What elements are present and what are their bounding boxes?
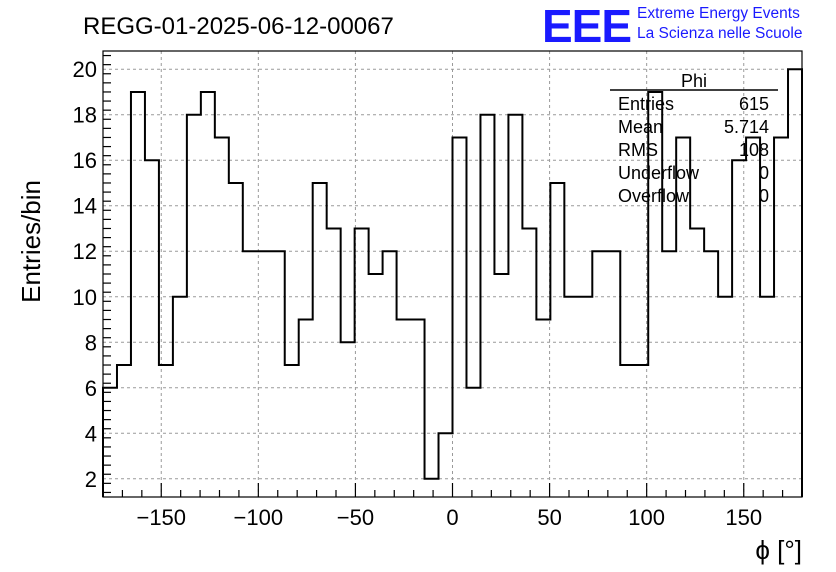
stats-row-label: Mean	[618, 117, 663, 137]
y-tick-label: 18	[73, 103, 97, 128]
stats-row-label: RMS	[618, 140, 658, 160]
axis-tick-labels: −150 −100 −50 0 50 100 150 2 4 6 8 10 12 14 16 18 20	[73, 57, 763, 530]
stats-row-label: Overflow	[618, 186, 690, 206]
histogram-series-line	[102, 68, 803, 497]
eee-logo: EEE	[542, 0, 631, 52]
stats-row-label: Underflow	[618, 163, 700, 183]
axis-ticks	[102, 54, 803, 497]
y-tick-label: 16	[73, 148, 97, 173]
y-tick-label: 8	[85, 330, 97, 355]
y-tick-label: 12	[73, 239, 97, 264]
stats-row-value: 0	[759, 163, 769, 183]
stats-box: Phi Entries 615 Mean 5.714 RMS 108 Underflow 0 O…	[610, 71, 778, 206]
x-tick-label: 100	[628, 505, 665, 530]
chart-title: REGG-01-2025-06-12-00067	[83, 13, 394, 40]
stats-row-value: 615	[739, 94, 769, 114]
x-tick-label: 150	[725, 505, 762, 530]
x-tick-label: 0	[446, 505, 458, 530]
y-tick-label: 4	[85, 421, 97, 446]
stats-row-label: Entries	[618, 94, 674, 114]
y-tick-label: 20	[73, 57, 97, 82]
y-tick-label: 10	[73, 285, 97, 310]
x-tick-label: −50	[337, 505, 374, 530]
y-tick-label: 6	[85, 376, 97, 401]
x-axis-title: ϕ [°]	[755, 535, 802, 565]
y-tick-label: 14	[73, 194, 97, 219]
brand-line-2: La Scienza nelle Scuole	[637, 25, 802, 42]
x-tick-label: −150	[136, 505, 186, 530]
y-axis-title: Entries/bin	[16, 180, 46, 303]
brand-line-1: Extreme Energy Events	[637, 5, 800, 22]
x-tick-label: −100	[234, 505, 284, 530]
stats-title: Phi	[681, 71, 707, 91]
stats-row-value: 108	[739, 140, 769, 160]
x-tick-label: 50	[537, 505, 561, 530]
stats-row-value: 5.714	[724, 117, 769, 137]
y-tick-label: 2	[85, 467, 97, 492]
stats-row-value: 0	[759, 186, 769, 206]
